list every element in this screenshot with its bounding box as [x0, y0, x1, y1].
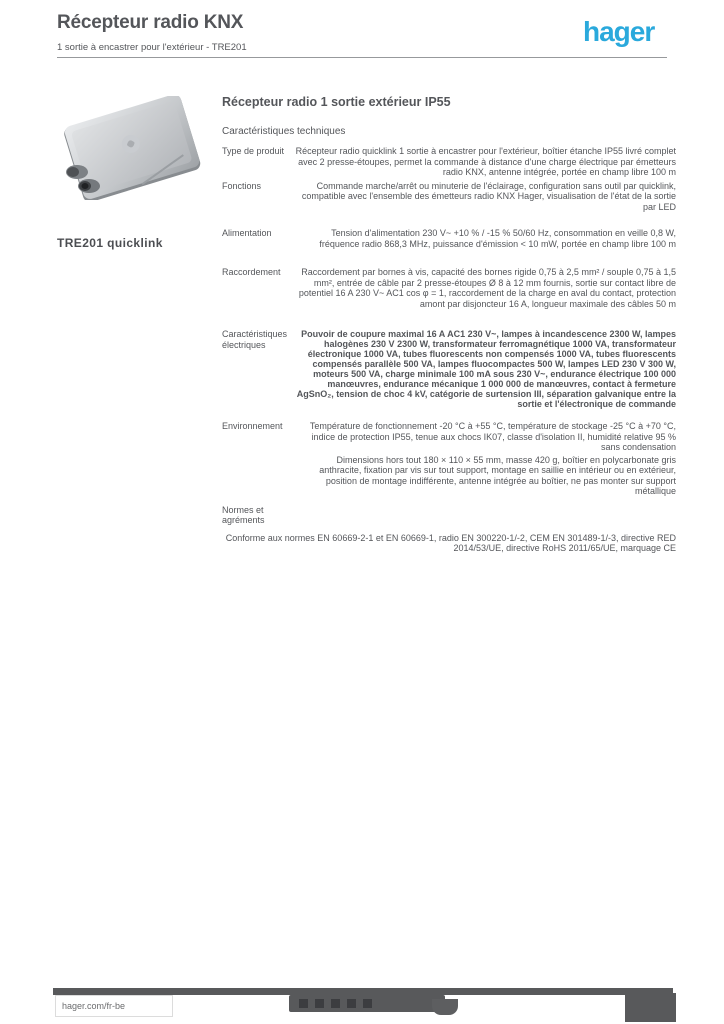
product-photo-illustration	[64, 94, 201, 203]
instagram-icon[interactable]	[363, 999, 372, 1008]
facebook-icon[interactable]	[299, 999, 308, 1008]
table-row: Alimentation Tension d'alimentation 230 V…	[222, 228, 676, 249]
table-row: Type de produit Récepteur radio quicklink…	[222, 146, 676, 178]
product-photo	[55, 94, 207, 205]
document-title: Récepteur radio KNX	[57, 12, 244, 33]
row-value: Conforme aux normes EN 60669-2-1 et EN 6…	[225, 532, 676, 554]
table-row: Environnement Température de fonctionneme…	[222, 421, 676, 453]
row-value: Tension d'alimentation 230 V~ +10 % / -1…	[319, 228, 676, 249]
row-label: Raccordement	[222, 267, 281, 277]
row-value: Température de fonctionnement -20 °C à +…	[309, 421, 676, 452]
cable-glands	[66, 165, 100, 193]
page-number-box	[625, 993, 676, 1022]
row-value: Pouvoir de coupure maximal 16 A AC1 230 …	[296, 329, 676, 409]
table-row: Fonctions Commande marche/arrêt ou minute…	[222, 181, 676, 213]
product-reference: TRE201 quicklink	[57, 236, 163, 250]
spec-table: Type de produit Récepteur radio quicklink…	[222, 146, 676, 554]
row-value: Dimensions hors tout 180 × 110 × 55 mm, …	[319, 454, 676, 497]
youtube-icon[interactable]	[331, 999, 340, 1008]
row-value: Commande marche/arrêt ou minuterie de l'…	[301, 180, 676, 212]
row-label: Type de produit	[222, 146, 285, 156]
page-title: Récepteur radio 1 sortie extérieur IP55	[222, 95, 451, 109]
table-row: Normes et agréments Conforme aux normes E…	[222, 505, 676, 554]
document-subtitle: 1 sortie à encastrer pour l'extérieur - …	[57, 42, 247, 53]
row-label: Normes et agréments	[222, 504, 265, 526]
hager-logo: hager	[583, 16, 655, 47]
row-value: Récepteur radio quicklink 1 sortie à enc…	[295, 146, 676, 177]
row-label: Fonctions	[222, 180, 262, 191]
website-url[interactable]: hager.com/fr-be	[62, 1001, 126, 1011]
twitter-icon[interactable]	[315, 999, 324, 1008]
table-row: Dimensions hors tout 180 × 110 × 55 mm, …	[222, 455, 676, 497]
footer-bar	[53, 988, 673, 995]
header-divider	[57, 57, 667, 58]
row-label: Alimentation	[222, 228, 272, 238]
row-label: Caractéristiques électriques	[222, 329, 288, 350]
section-heading: Caractéristiques techniques	[222, 126, 346, 137]
row-label: Environnement	[222, 421, 283, 431]
table-row: Raccordement Raccordement par bornes à vi…	[222, 267, 676, 309]
spec-content: Récepteur radio 1 sortie extérieur IP55 …	[222, 95, 676, 566]
social-links-strip	[289, 995, 445, 1012]
linkedin-icon[interactable]	[347, 999, 356, 1008]
social-strip-tail	[432, 999, 458, 1015]
table-row: Caractéristiques électriques Pouvoir de c…	[222, 329, 676, 409]
website-link[interactable]: hager.com/fr-be	[55, 995, 173, 1017]
row-value: Raccordement par bornes à vis, capacité …	[298, 267, 676, 309]
